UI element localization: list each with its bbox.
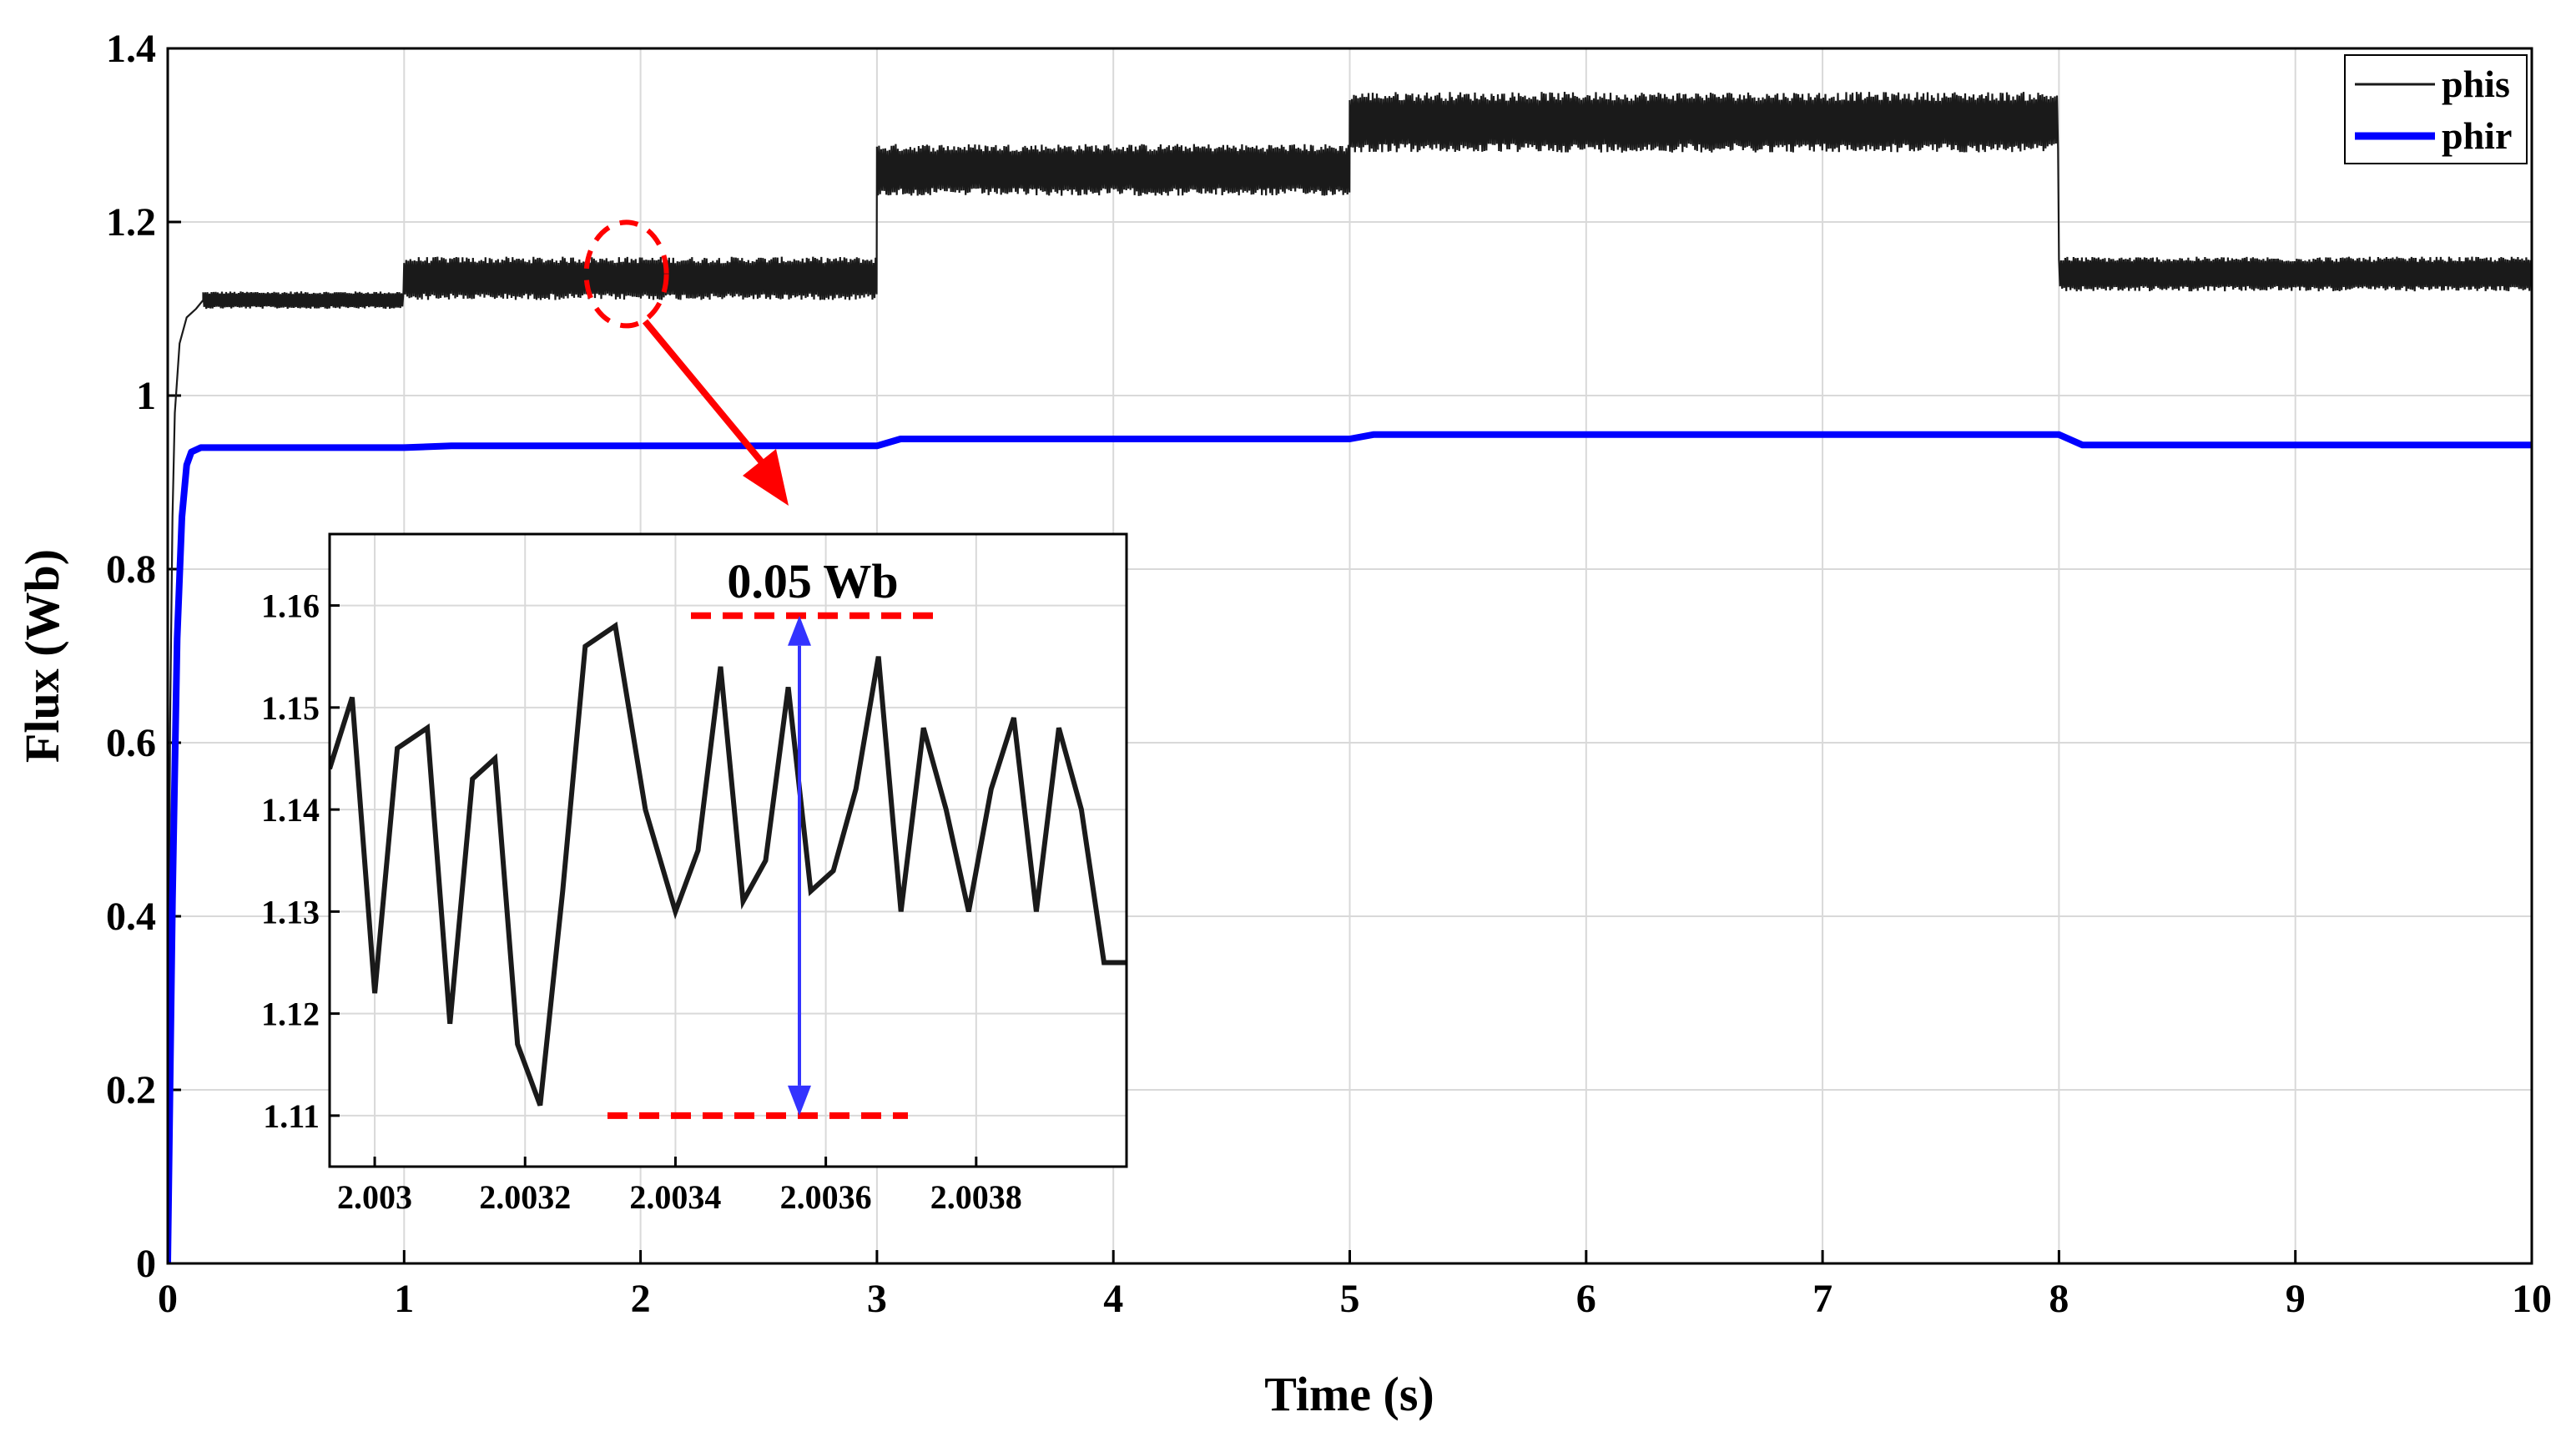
inset-y-tick-label: 1.16 [261, 587, 320, 625]
y-tick-label: 0.8 [106, 547, 156, 592]
y-tick-label: 1.2 [106, 200, 156, 245]
inset-ticks: 2.003 2.0032 2.0034 2.0036 2.0038 1.11 1.12 1.1… [261, 587, 1022, 1216]
inset-x-tick-label: 2.0032 [479, 1178, 571, 1216]
peak-to-peak-label: 0.05 Wb [727, 554, 898, 608]
y-tick-label: 1 [136, 374, 156, 418]
inset-series [330, 621, 1127, 1107]
inset-y-tick-label: 1.13 [261, 893, 320, 930]
series-line-phis [168, 91, 2532, 1263]
y-tick-label: 1.4 [106, 27, 156, 71]
plot-frame [166, 47, 2533, 1265]
legend-label-phir: phir [2442, 114, 2512, 157]
peak-to-peak-arrow-head-bottom [788, 1085, 811, 1116]
inset-y-tick-label: 1.14 [261, 791, 320, 829]
x-tick-label: 3 [867, 1277, 887, 1321]
zoom-arrow-shaft [642, 319, 769, 470]
main-series [168, 91, 2532, 1263]
x-tick-label: 7 [1812, 1277, 1832, 1321]
zoom-arrow-head [743, 449, 789, 506]
legend: phis phir [2344, 54, 2528, 164]
x-tick-label: 8 [2049, 1277, 2069, 1321]
inset-x-tick-label: 2.003 [337, 1178, 412, 1216]
zoom-marker-circle [583, 219, 669, 329]
inset-x-tick-label: 2.0034 [629, 1178, 721, 1216]
y-axis-title: Flux (Wb) [15, 549, 69, 763]
x-axis-title: Time (s) [1264, 1367, 1434, 1421]
series-line-phir [168, 431, 2532, 1263]
inset-frame [328, 532, 1128, 1168]
x-tick-label: 9 [2286, 1277, 2306, 1321]
legend-label-phis: phis [2442, 63, 2510, 105]
y-tick-label: 0 [136, 1242, 156, 1286]
x-tick-label: 10 [2512, 1277, 2552, 1321]
x-tick-label: 1 [394, 1277, 414, 1321]
y-tick-label: 0.4 [106, 895, 156, 939]
x-tick-label: 6 [1576, 1277, 1596, 1321]
x-tick-label: 2 [631, 1277, 651, 1321]
zoom-annotation [583, 219, 789, 506]
y-tick-label: 0.6 [106, 721, 156, 765]
inset-x-tick-label: 2.0036 [780, 1178, 872, 1216]
x-tick-label: 5 [1340, 1277, 1360, 1321]
inset-series-line-phis [330, 621, 1127, 1107]
inset-y-tick-label: 1.15 [261, 689, 320, 727]
x-tick-label: 4 [1103, 1277, 1123, 1321]
legend-box [2344, 54, 2528, 164]
peak-to-peak-arrow-head-top [788, 615, 811, 646]
inset-y-tick-label: 1.11 [263, 1097, 320, 1135]
inset-y-tick-label: 1.12 [261, 996, 320, 1033]
y-tick-label: 0.2 [106, 1068, 156, 1112]
inset-plot: 2.003 2.0032 2.0034 2.0036 2.0038 1.11 1.12 1.1… [261, 532, 1128, 1216]
inset-x-tick-label: 2.0038 [930, 1178, 1022, 1216]
x-tick-label: 0 [158, 1277, 178, 1321]
inset-area [330, 534, 1127, 1167]
